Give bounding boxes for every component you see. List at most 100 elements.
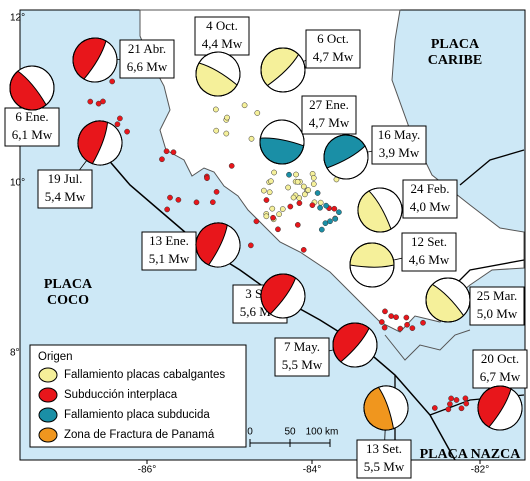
epicenter — [404, 321, 410, 328]
epicenter — [254, 110, 261, 116]
event-date: 24 Feb. — [411, 181, 450, 196]
event-magnitude: 4,4 Mw — [202, 36, 243, 51]
legend-label: Fallamiento placas cabalgantes — [64, 369, 225, 381]
epicenter — [248, 135, 255, 142]
epicenter — [336, 209, 342, 216]
event-magnitude: 5,0 Mw — [477, 306, 518, 321]
epicenter — [223, 130, 230, 137]
event-magnitude: 6,7 Mw — [480, 369, 521, 384]
epicenter — [117, 115, 123, 122]
fault — [459, 149, 525, 186]
epicenter — [268, 178, 274, 185]
epicenter — [420, 319, 426, 326]
event-date: 13 Ene. — [149, 233, 189, 248]
scale-label: 50 — [284, 427, 296, 438]
event-magnitude: 3,9 Mw — [379, 145, 420, 160]
epicenter — [305, 187, 312, 193]
epicenter — [462, 395, 469, 402]
epicenter — [301, 191, 308, 198]
epicenter — [310, 175, 317, 181]
epicenter — [409, 325, 416, 331]
event-magnitude: 4,7 Mw — [313, 49, 354, 64]
epicenter — [164, 206, 171, 213]
epicenter — [269, 205, 276, 212]
epicenter — [209, 199, 216, 206]
epicenter — [247, 242, 254, 249]
plate-label: COCO — [47, 293, 89, 308]
beachball-rim — [260, 273, 306, 319]
epicenter — [260, 187, 267, 194]
epicenter — [331, 205, 338, 212]
epicenter — [241, 102, 248, 109]
event-date: 7 May. — [284, 339, 320, 354]
epicenter — [270, 214, 276, 221]
epicenter — [317, 199, 324, 206]
epicenter — [275, 226, 281, 233]
beachball — [332, 322, 378, 368]
event-date: 4 Oct. — [206, 18, 238, 33]
epicenter — [296, 200, 303, 206]
epicenter — [159, 156, 165, 163]
beachball-rim — [323, 134, 369, 180]
event-date: 6 Ene. — [15, 109, 48, 124]
lon-label: -86° — [138, 465, 156, 476]
epicenter — [167, 194, 173, 201]
beachball-rim — [349, 242, 395, 288]
beachball-rim — [77, 120, 123, 166]
epicenter — [290, 194, 297, 201]
beachball — [425, 277, 471, 323]
lat-label: 12° — [10, 13, 25, 24]
beachball — [477, 385, 523, 431]
event-magnitude: 5,5 Mw — [364, 459, 405, 474]
epicenter — [286, 171, 292, 178]
legend-label: Fallamiento placa subducida — [64, 409, 210, 421]
epicenter — [109, 78, 116, 85]
legend-label: Subducción interplaca — [64, 389, 178, 401]
epicenter — [378, 319, 385, 325]
epicenter — [323, 202, 329, 209]
epicenter — [397, 325, 404, 332]
epicenter — [381, 324, 388, 331]
epicenter — [263, 197, 270, 203]
epicenter — [175, 196, 182, 203]
beachball-rim — [477, 385, 523, 431]
beachball — [349, 242, 395, 288]
event-magnitude: 5,1 Mw — [149, 251, 190, 266]
event-magnitude: 5,5 Mw — [282, 357, 323, 372]
epicenter — [388, 313, 395, 319]
event-date: 27 Ene. — [309, 97, 349, 112]
event-magnitude: 4,7 Mw — [309, 115, 350, 130]
beachball — [9, 65, 55, 111]
epicenter — [382, 308, 388, 315]
beachball — [195, 51, 241, 97]
epicenter — [193, 199, 200, 206]
epicenter — [300, 183, 307, 190]
epicenter — [279, 206, 286, 212]
epicenter — [228, 163, 235, 169]
beachball — [259, 119, 305, 165]
epicenter — [95, 100, 102, 107]
epicenter — [317, 204, 323, 211]
beachball-rim — [357, 187, 403, 233]
label-box — [469, 286, 525, 326]
epicenter — [453, 397, 460, 403]
epicenter — [163, 148, 170, 155]
epicenter — [309, 202, 316, 209]
epicenter — [332, 216, 339, 222]
epicenter — [271, 169, 277, 176]
epicenter — [170, 149, 177, 156]
plate-label: PLACA — [44, 277, 93, 292]
event-magnitude: 4,0 Mw — [410, 199, 451, 214]
epicenter — [445, 406, 452, 413]
epicenter — [458, 405, 465, 412]
beachball — [260, 47, 306, 93]
beachball-rim — [259, 119, 305, 165]
plate-label: PLACA NAZCA — [420, 447, 522, 462]
epicenter — [447, 401, 453, 407]
label-box — [141, 231, 197, 271]
epicenter — [87, 98, 94, 105]
label-box — [472, 349, 528, 389]
lon-label: -82° — [471, 465, 489, 476]
epicenter — [124, 128, 130, 135]
epicenter — [310, 181, 317, 187]
